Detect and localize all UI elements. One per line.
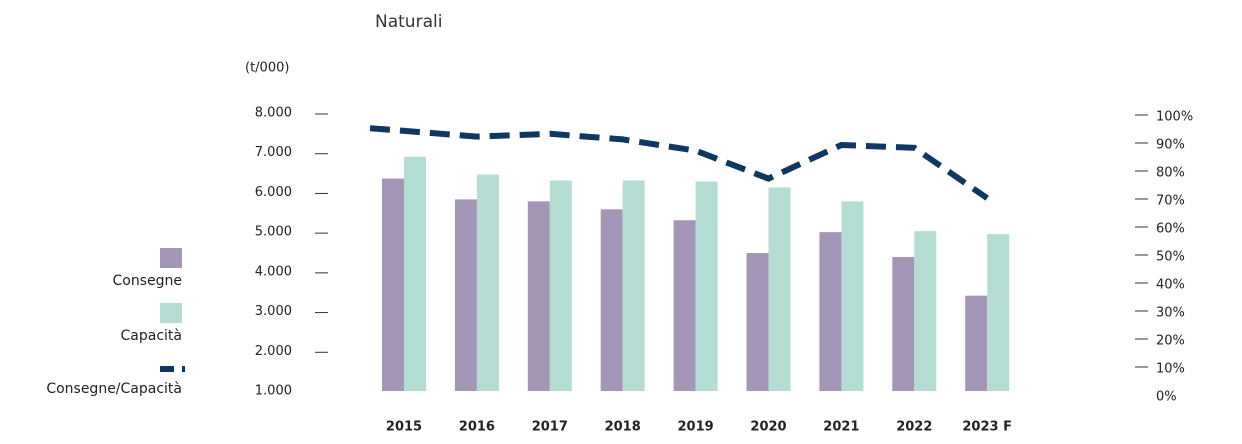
x-tick-label: 2019	[678, 420, 714, 435]
y-tick-label: 3.000	[255, 304, 292, 319]
bar	[454, 199, 477, 391]
bar	[382, 178, 404, 391]
y-tick-label: 2.000	[255, 344, 292, 359]
y2-tick-label: 70%	[1156, 194, 1185, 209]
y-tick-label: 1.000	[255, 384, 292, 399]
bar	[404, 156, 426, 391]
y-tick-label: 5.000	[255, 225, 292, 240]
bar	[892, 256, 915, 391]
legend-label: Consegne/Capacità	[46, 381, 182, 397]
y2-tick-label: 40%	[1156, 278, 1185, 293]
legend-label: Capacità	[121, 328, 182, 344]
bar	[965, 295, 988, 391]
x-tick-label: 2015	[386, 420, 422, 435]
legend-swatch	[160, 303, 182, 323]
x-tick-label: 2020	[750, 420, 786, 435]
bar	[527, 201, 550, 391]
y-tick-label: 6.000	[255, 185, 292, 200]
y-tick-label: 7.000	[255, 145, 292, 160]
x-tick-label: 2018	[605, 420, 641, 435]
y2-tick-label: 100%	[1156, 110, 1193, 125]
legend-swatch	[160, 248, 182, 268]
y2-tick-label: 50%	[1156, 250, 1185, 265]
bar	[695, 181, 718, 391]
bar	[914, 231, 937, 391]
y2-tick-label: 10%	[1156, 362, 1185, 377]
y2-tick-label: 30%	[1156, 306, 1185, 321]
y2-tick-label: 0%	[1156, 390, 1177, 405]
x-tick-label: 2022	[896, 420, 932, 435]
x-tick-label: 2016	[459, 420, 495, 435]
y2-tick-label: 20%	[1156, 334, 1185, 349]
legend-label: Consegne	[113, 273, 183, 289]
y-tick-label: 4.000	[255, 264, 292, 279]
bar	[673, 220, 696, 391]
y2-tick-label: 90%	[1156, 138, 1185, 153]
bar	[746, 252, 769, 391]
bar	[622, 180, 645, 391]
x-tick-label: 2017	[532, 420, 568, 435]
x-tick-label: 2021	[823, 420, 859, 435]
bar	[600, 209, 623, 391]
bar	[841, 201, 864, 391]
y-tick-label: 8.000	[255, 106, 292, 121]
y2-tick-label: 60%	[1156, 222, 1185, 237]
bar	[987, 234, 1010, 391]
y-axis-label: (t/000)	[245, 61, 289, 76]
bar	[549, 180, 572, 391]
y2-tick-label: 80%	[1156, 166, 1185, 181]
bar	[476, 174, 499, 391]
bar	[819, 232, 842, 391]
chart-title: Naturali	[375, 12, 442, 32]
ratio-line	[369, 125, 989, 201]
bar	[768, 187, 791, 391]
x-tick-label: 2023 F	[962, 420, 1012, 435]
